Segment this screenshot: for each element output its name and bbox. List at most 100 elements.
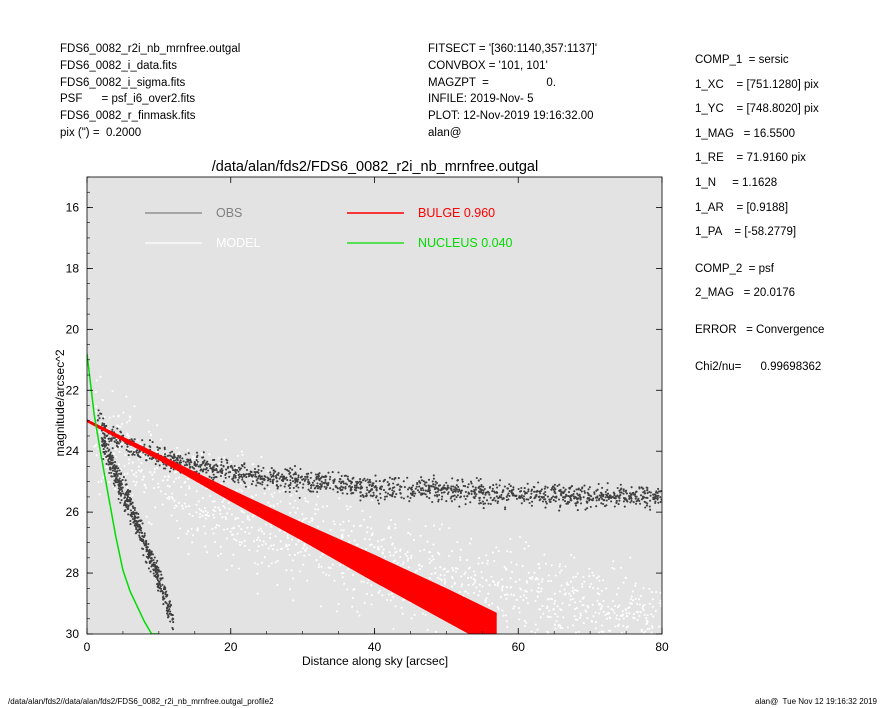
model-point xyxy=(98,431,101,434)
model-point xyxy=(286,534,289,537)
model-point xyxy=(658,635,660,637)
obs-point xyxy=(172,456,175,459)
model-point xyxy=(636,651,638,653)
model-point xyxy=(607,605,610,608)
model-point xyxy=(575,607,578,610)
model-point xyxy=(410,554,413,557)
obs-point xyxy=(114,475,117,478)
obs-point xyxy=(422,489,425,492)
obs-point xyxy=(237,466,241,469)
model-point xyxy=(641,635,643,637)
obs-point xyxy=(199,464,202,467)
model-point xyxy=(152,486,156,490)
obs-point xyxy=(545,502,548,505)
model-point xyxy=(149,434,153,437)
model-point xyxy=(581,585,584,588)
obs-point xyxy=(450,488,453,491)
model-point xyxy=(305,517,308,520)
obs-point xyxy=(420,488,423,492)
model-point xyxy=(559,608,562,611)
obs-point xyxy=(177,454,180,457)
model-point xyxy=(243,539,246,542)
model-point xyxy=(554,574,557,577)
model-point xyxy=(563,593,566,596)
model-point xyxy=(156,466,159,469)
model-point xyxy=(175,477,178,480)
model-point xyxy=(643,644,645,646)
obs-point xyxy=(163,453,167,456)
model-point xyxy=(488,604,491,607)
obs-point xyxy=(138,527,141,530)
obs-point xyxy=(632,501,635,504)
model-point xyxy=(458,591,461,594)
obs-point xyxy=(145,459,148,462)
obs-point xyxy=(456,479,459,482)
obs-point xyxy=(421,487,424,490)
model-point xyxy=(529,645,531,647)
model-point xyxy=(578,616,581,619)
obs-point xyxy=(297,474,300,477)
model-point xyxy=(558,590,562,593)
obs-point xyxy=(320,480,323,483)
model-point xyxy=(176,519,179,522)
model-point xyxy=(288,543,291,547)
model-point xyxy=(550,580,553,583)
obs-point xyxy=(316,482,319,485)
obs-point xyxy=(393,477,396,480)
obs-point xyxy=(522,495,526,498)
obs-point xyxy=(634,497,637,500)
model-point xyxy=(272,548,275,551)
obs-point xyxy=(298,496,301,499)
obs-point xyxy=(228,475,231,478)
model-point xyxy=(515,563,518,566)
obs-point xyxy=(440,491,443,494)
obs-point xyxy=(107,463,110,466)
model-point xyxy=(484,599,487,602)
model-point xyxy=(620,631,624,634)
model-point xyxy=(122,411,125,414)
model-point xyxy=(546,605,549,608)
model-point xyxy=(387,593,390,596)
model-point xyxy=(388,551,391,554)
obs-point xyxy=(562,496,565,499)
model-point xyxy=(523,547,526,550)
obs-point xyxy=(220,467,223,470)
obs-point xyxy=(325,475,328,478)
model-point xyxy=(191,457,194,460)
model-point xyxy=(419,549,422,553)
obs-point xyxy=(257,468,260,472)
model-point xyxy=(120,442,123,446)
obs-point xyxy=(515,497,518,500)
model-point xyxy=(437,551,440,554)
obs-point xyxy=(502,496,505,500)
obs-point xyxy=(520,486,523,490)
obs-point xyxy=(386,492,390,495)
obs-point xyxy=(492,498,495,501)
model-point xyxy=(553,592,556,595)
obs-point xyxy=(109,451,112,454)
obs-point xyxy=(496,486,499,489)
obs-point xyxy=(459,490,462,494)
obs-point xyxy=(109,437,112,440)
obs-point xyxy=(245,473,248,476)
model-point xyxy=(392,595,395,599)
obs-point xyxy=(158,447,161,450)
model-point xyxy=(112,415,115,418)
model-point xyxy=(144,484,147,487)
obs-point xyxy=(403,486,406,489)
obs-point xyxy=(232,479,235,482)
obs-point xyxy=(453,494,456,497)
model-point xyxy=(213,516,216,519)
obs-point xyxy=(157,589,160,592)
obs-point xyxy=(292,480,295,483)
model-point xyxy=(276,583,279,587)
model-point xyxy=(161,479,164,482)
obs-point xyxy=(222,480,225,483)
model-point xyxy=(320,565,323,568)
model-point xyxy=(191,541,194,544)
model-point xyxy=(586,644,588,646)
model-point xyxy=(473,574,476,577)
obs-point xyxy=(284,468,287,471)
model-point xyxy=(399,564,402,567)
model-point xyxy=(213,510,216,513)
